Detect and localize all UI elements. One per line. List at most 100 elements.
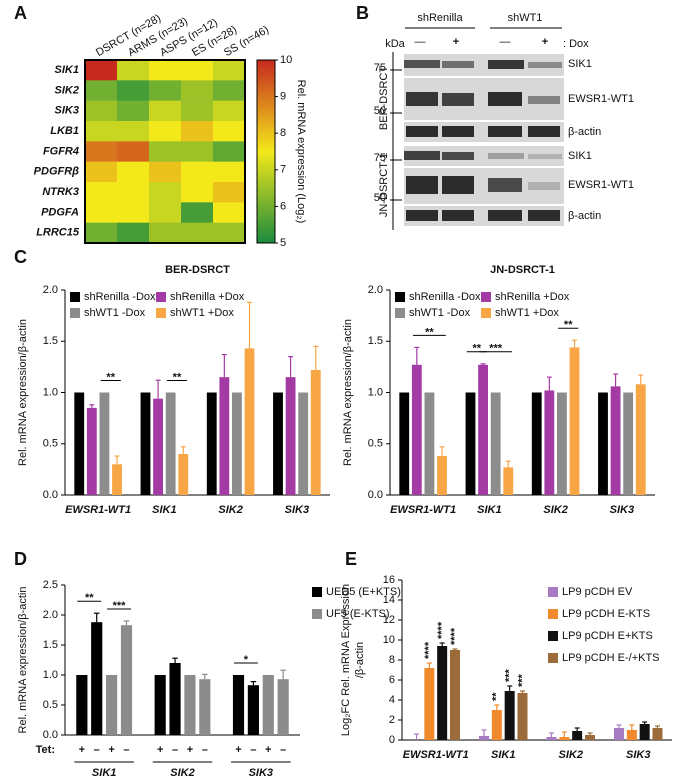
error-bar: [426, 662, 432, 668]
heatmap-cell: [213, 80, 246, 101]
significance: **: [85, 592, 94, 604]
panel-letter: D: [14, 549, 27, 569]
row-label: SIK3: [55, 105, 79, 117]
heatmap-cell: [149, 182, 182, 203]
heatmap-cell: [149, 121, 182, 142]
error-bar: [561, 731, 567, 737]
bar: [614, 728, 625, 740]
significance: **: [564, 319, 573, 331]
y-tick-label: 0.0: [368, 489, 383, 501]
dox-label: : Dox: [563, 38, 589, 50]
heatmap-cell: [149, 222, 182, 244]
y-tick-label: 6: [389, 674, 395, 686]
dox-sign: —: [415, 36, 426, 48]
legend-label: shRenilla -Dox: [84, 291, 156, 303]
western-blot: shRenilla shWT1 kDa — + — + : Dox BER-DS…: [374, 12, 634, 230]
error-bar: [519, 690, 525, 693]
y-tick-label: 0: [389, 734, 395, 746]
colorbar-tick-label: 9: [280, 91, 286, 103]
bar: [584, 735, 595, 740]
heatmap-cell: [117, 161, 150, 183]
bar: [569, 347, 580, 495]
bar: [298, 392, 309, 495]
panel-letter: A: [14, 3, 27, 23]
condition-label: +: [187, 744, 193, 756]
error-bar: [202, 673, 208, 680]
heatmap-cell: [181, 161, 214, 183]
row-label: SIK2: [55, 84, 79, 96]
y-tick-label: 0.0: [43, 489, 58, 501]
condition-label: –: [123, 744, 129, 756]
legend-swatch: [312, 609, 322, 619]
heatmap-cell: [85, 202, 118, 223]
significance: ***: [516, 673, 528, 687]
legend-swatch: [312, 587, 322, 597]
row-label: PDGFA: [41, 206, 79, 218]
error-bar: [629, 724, 635, 730]
protein-label: SIK1: [568, 58, 592, 70]
protein-label: SIK1: [568, 150, 592, 162]
colorbar: [256, 59, 276, 244]
heatmap-cell: [149, 141, 182, 162]
bar: [559, 737, 570, 740]
y-tick-label: 10: [383, 634, 395, 646]
bar: [219, 377, 230, 495]
error-bar: [250, 680, 257, 686]
condition-label: +: [79, 744, 85, 756]
heatmap-cell: [213, 161, 246, 183]
legend-swatch: [548, 609, 558, 619]
heatmap-cell: [149, 100, 182, 122]
chart-title: BER-DSRCT: [165, 264, 230, 276]
bar: [626, 730, 637, 740]
y-axis-label: Rel. mRNA expression/β-actin: [17, 587, 29, 734]
y-tick-label: 2.5: [43, 579, 58, 591]
legend-label: shWT1 +Dox: [495, 307, 559, 319]
y-tick-label: 14: [383, 594, 395, 606]
heatmap-cell: [181, 80, 214, 101]
bar: [491, 710, 502, 740]
heatmap-cell: [117, 121, 150, 142]
heatmap-cell: [149, 202, 182, 223]
bar: [544, 390, 555, 495]
significance: ****: [423, 641, 435, 659]
y-axis-label: Rel. mRNA expression/β-actin: [17, 319, 29, 466]
error-bar: [549, 732, 555, 737]
legend-label: LP9 pCDH EV: [562, 586, 633, 598]
bar: [106, 675, 118, 735]
error-bar: [414, 733, 420, 740]
legend-swatch: [156, 308, 166, 318]
row-label: FGFR4: [43, 145, 79, 157]
x-tick-label: SIK1: [152, 504, 176, 516]
bar: [169, 663, 181, 735]
dox-sign: +: [453, 36, 459, 48]
y-tick-label: 2: [389, 714, 395, 726]
row-label: SIK1: [55, 64, 79, 76]
x-tick-label: EWSR1-WT1: [403, 749, 469, 761]
bar: [120, 625, 133, 735]
y-tick-label: 1.5: [43, 639, 58, 651]
bar: [504, 691, 515, 740]
legend-swatch: [395, 292, 405, 302]
error-bar: [613, 373, 619, 387]
bar: [635, 384, 646, 495]
bar: [99, 392, 110, 495]
x-tick-label: SIK3: [285, 504, 309, 516]
bar: [478, 364, 488, 495]
heatmap-cell: [181, 141, 214, 162]
legend-label: LP9 pCDH E-/+KTS: [562, 652, 660, 664]
x-tick-label: EWSR1-WT1: [390, 504, 456, 516]
group-label: shWT1: [508, 12, 543, 24]
heatmap-cell: [85, 60, 118, 81]
error-bar: [114, 455, 120, 465]
x-tick-label: SIK2: [543, 504, 567, 516]
legend-swatch: [70, 292, 80, 302]
bar: [546, 737, 557, 740]
bar: [140, 392, 151, 495]
significance: ***: [504, 668, 516, 682]
heatmap-cell: [117, 202, 150, 223]
bar: [623, 392, 634, 495]
bar: [517, 693, 528, 740]
panel-letter: C: [14, 247, 27, 267]
significance: ***: [113, 600, 127, 612]
error-bar: [123, 620, 130, 626]
